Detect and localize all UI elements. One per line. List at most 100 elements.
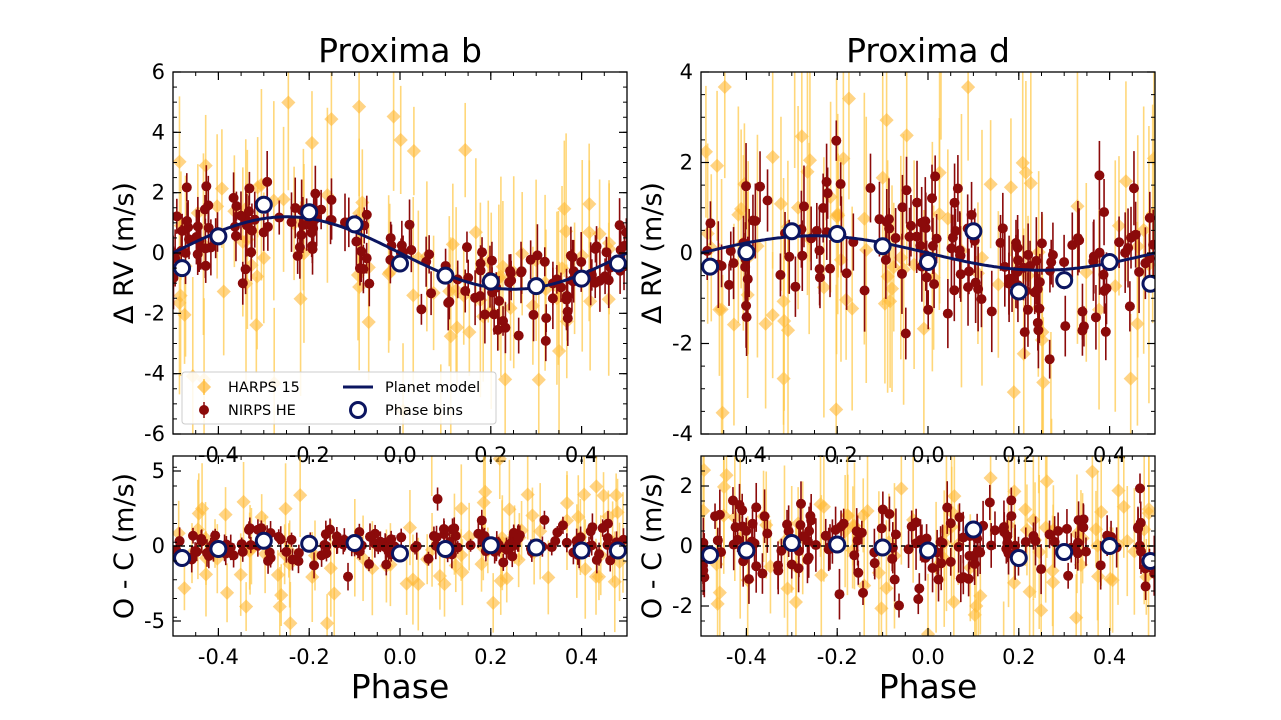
title-proxima-d: Proxima d	[846, 31, 1010, 70]
nirps-point	[716, 244, 727, 288]
legend-frame	[181, 371, 497, 425]
nirps-point	[937, 524, 948, 562]
harps-point	[816, 456, 831, 582]
harps-point	[406, 197, 421, 394]
x-tick-label: 0.0	[383, 645, 416, 669]
harps-point	[777, 231, 792, 411]
harps-point	[940, 72, 942, 140]
nirps-point	[905, 195, 916, 257]
nirps-point	[757, 553, 768, 594]
phase-bin-point	[919, 253, 937, 272]
nirps-point	[859, 249, 870, 332]
nirps-point	[190, 542, 201, 560]
harps-point	[437, 551, 452, 617]
harps-point	[880, 160, 895, 393]
nirps-point	[986, 270, 997, 353]
harps-point	[1108, 160, 1123, 412]
phase-bin-point	[572, 269, 591, 288]
y-tick-label: -4	[672, 422, 693, 446]
harps-point	[1116, 456, 1131, 558]
nirps-point	[822, 167, 833, 219]
harps-point	[577, 456, 592, 539]
x-tick-label: -0.2	[817, 645, 858, 669]
nirps-point	[912, 160, 923, 245]
nirps-point	[182, 202, 193, 240]
nirps-point	[552, 526, 563, 539]
nirps-point	[557, 516, 568, 534]
nirps-point	[475, 245, 486, 282]
nirps-point	[963, 248, 974, 295]
harps-point	[281, 72, 296, 191]
nirps-point	[1046, 239, 1057, 285]
nirps-point	[516, 248, 527, 294]
nirps-point	[775, 253, 786, 297]
nirps-point	[532, 224, 543, 287]
nirps-point	[831, 120, 842, 161]
nirps-point	[865, 153, 876, 223]
y-tick-label: -5	[144, 609, 165, 633]
harps-point	[710, 90, 725, 241]
nirps-point	[970, 242, 981, 324]
nirps-point	[984, 484, 995, 521]
y-tick-label: 0	[152, 534, 165, 558]
phase-bin-point	[873, 237, 892, 256]
x-tick-label: 0.2	[1002, 645, 1035, 669]
nirps-point	[869, 546, 880, 580]
nirps-point	[363, 556, 374, 572]
nirps-point	[432, 487, 443, 511]
nirps-point	[1061, 509, 1072, 549]
nirps-point	[1063, 562, 1074, 589]
x-tick-label: -0.4	[198, 645, 239, 669]
nirps-point	[835, 162, 846, 206]
nirps-point	[834, 568, 845, 620]
nirps-point	[325, 518, 336, 541]
nirps-point	[1140, 572, 1151, 601]
x-tick-label: -0.4	[726, 645, 767, 669]
phase-bin-point	[828, 224, 847, 243]
nirps-point	[332, 531, 343, 554]
phase-bin-point	[1100, 253, 1119, 272]
nirps-point	[539, 510, 550, 530]
nirps-point	[989, 511, 1000, 550]
harps-point	[177, 265, 192, 364]
harps-point	[406, 106, 421, 196]
harps-point	[991, 211, 1006, 358]
panel-proxima-b-residuals: -0.4 -0.2 0.0 0.2 0.4 5 0 -5	[144, 455, 628, 669]
nirps-point	[1034, 274, 1045, 344]
harps-point	[239, 582, 254, 631]
nirps-point	[364, 523, 375, 550]
phase-bin-point	[527, 277, 546, 296]
nirps-point	[290, 177, 301, 239]
nirps-point	[1095, 541, 1106, 590]
phase-bin-point	[1141, 274, 1155, 293]
nirps-point	[210, 528, 221, 543]
phase-bin-point	[254, 195, 273, 214]
phase-bin-point	[345, 534, 364, 552]
nirps-point	[1094, 140, 1105, 210]
nirps-point	[231, 191, 242, 221]
phase-bin-point	[873, 538, 892, 557]
nirps-point	[1060, 295, 1071, 357]
harps-point	[462, 288, 477, 376]
nirps-point	[945, 547, 956, 576]
nirps-point	[1002, 523, 1013, 563]
nirps-point	[901, 156, 912, 224]
nirps-point	[546, 538, 557, 556]
harps-point	[402, 490, 418, 566]
nirps-point	[423, 551, 434, 566]
harps-point	[894, 456, 909, 565]
nirps-point	[1088, 219, 1099, 294]
nirps-point	[727, 487, 738, 515]
phase-bin-point	[527, 538, 546, 557]
ylabel-rv-right: Δ RV (m/s)	[637, 182, 668, 324]
plot-area	[173, 72, 627, 434]
nirps-point	[790, 256, 801, 317]
harps-point	[352, 72, 367, 197]
nirps-point	[858, 580, 869, 606]
nirps-point	[1023, 223, 1034, 287]
harps-point	[1037, 456, 1040, 494]
x-tick-label: 0.4	[565, 645, 598, 669]
nirps-point	[309, 552, 320, 579]
